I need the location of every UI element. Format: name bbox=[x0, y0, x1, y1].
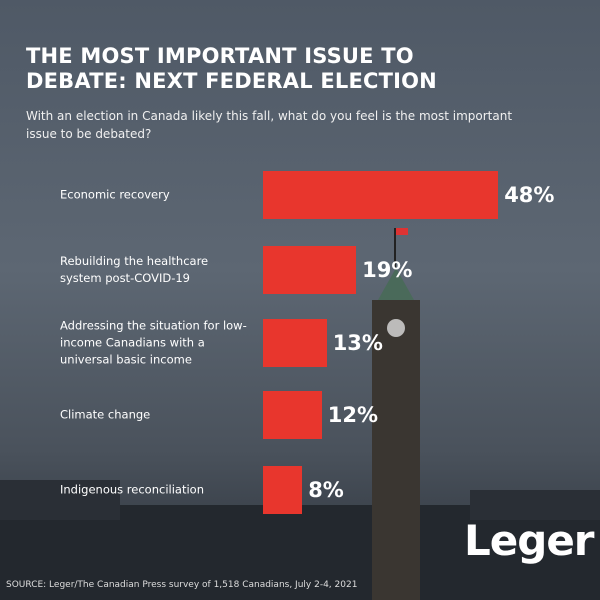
chart-subtitle: With an election in Canada likely this f… bbox=[26, 109, 513, 141]
value-label: 13% bbox=[332, 331, 383, 355]
category-label: Indigenous reconciliation bbox=[60, 482, 204, 497]
value-label: 8% bbox=[308, 478, 344, 502]
category-label: Addressing the situation for low-income … bbox=[60, 318, 247, 367]
category-label: Climate change bbox=[60, 407, 151, 422]
chart-title: THE MOST IMPORTANT ISSUE TO DEBATE: NEXT… bbox=[26, 44, 437, 93]
bar bbox=[263, 246, 357, 294]
value-label: 12% bbox=[327, 403, 379, 427]
bar bbox=[263, 171, 499, 219]
source-note: SOURCE: Leger/The Canadian Press survey … bbox=[6, 580, 358, 590]
category-label: Rebuilding the healthcare system post-CO… bbox=[60, 254, 209, 285]
bar bbox=[263, 391, 322, 439]
category-label: Economic recovery bbox=[60, 187, 170, 202]
logo: Leger bbox=[464, 516, 595, 565]
bar bbox=[263, 466, 303, 514]
value-label: 19% bbox=[362, 258, 413, 282]
bar bbox=[263, 319, 327, 367]
value-label: 48% bbox=[504, 183, 555, 207]
